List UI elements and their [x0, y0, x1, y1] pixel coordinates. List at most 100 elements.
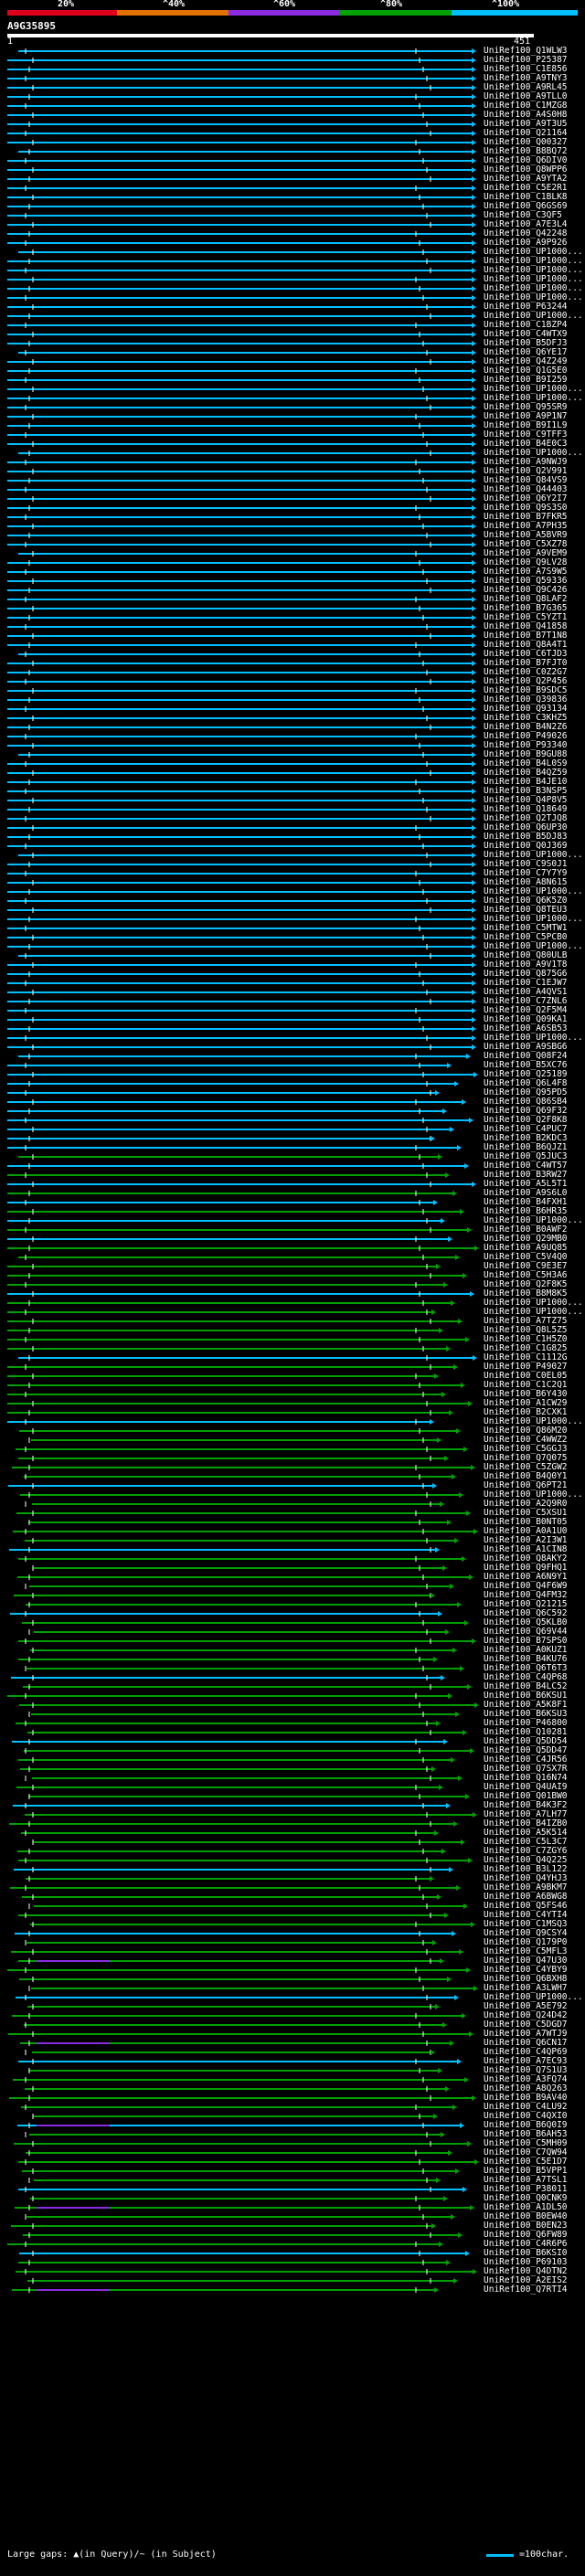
hit-label[interactable]: UniRef100_C1MZG8 [484, 101, 568, 111]
hit-label[interactable]: UniRef100_UP1000... [484, 1992, 583, 2002]
hit-label[interactable]: UniRef100_C7ZNL6 [484, 996, 568, 1006]
hit-label[interactable]: UniRef100_C5DGD7 [484, 2019, 568, 2030]
hit-label[interactable]: UniRef100_C5V4Q0 [484, 1252, 568, 1262]
hit-label[interactable]: UniRef100_A4S0H8 [484, 110, 568, 120]
hit-label[interactable]: UniRef100_A0KUZ1 [484, 1645, 568, 1655]
hit-label[interactable]: UniRef100_A7LH77 [484, 1809, 568, 1819]
hit-label[interactable]: UniRef100_A6N9Y1 [484, 1572, 568, 1582]
hit-label[interactable]: UniRef100_C4YTI4 [484, 1910, 568, 1920]
hit-label[interactable]: UniRef100_A7E3L4 [484, 219, 568, 229]
hit-label[interactable]: UniRef100_B7SPS0 [484, 1636, 568, 1646]
hit-label[interactable]: UniRef100_A2I3W1 [484, 1535, 568, 1545]
hit-label[interactable]: UniRef100_A2Q9R0 [484, 1499, 568, 1509]
hit-label[interactable]: UniRef100_C5XZ78 [484, 539, 568, 549]
hit-label[interactable]: UniRef100_B4KU76 [484, 1654, 568, 1664]
hit-label[interactable]: UniRef100_C4QP69 [484, 2047, 568, 2057]
hit-label[interactable]: UniRef100_UP1000... [484, 1307, 583, 1317]
hit-label[interactable]: UniRef100_Q25189 [484, 1069, 568, 1079]
hit-label[interactable]: UniRef100_C5YZT1 [484, 612, 568, 622]
hit-label[interactable]: UniRef100_Q6YE17 [484, 347, 568, 357]
hit-label[interactable]: UniRef100_Q21164 [484, 128, 568, 138]
hit-label[interactable]: UniRef100_A6SB53 [484, 1023, 568, 1034]
hit-label[interactable]: UniRef100_Q0J369 [484, 841, 568, 851]
hit-label[interactable]: UniRef100_Q80ULB [484, 950, 568, 960]
hit-label[interactable]: UniRef100_Q01BW0 [484, 1791, 568, 1801]
hit-label[interactable]: UniRef100_A9S6L0 [484, 1188, 568, 1198]
hit-label[interactable]: UniRef100_P38011 [484, 2184, 568, 2194]
hit-label[interactable]: UniRef100_C0Z2G7 [484, 667, 568, 677]
hit-label[interactable]: UniRef100_B5XC76 [484, 1060, 568, 1070]
hit-label[interactable]: UniRef100_C5E2R1 [484, 183, 568, 193]
hit-label[interactable]: UniRef100_A7EC93 [484, 2056, 568, 2066]
hit-label[interactable]: UniRef100_UP1000... [484, 265, 583, 275]
hit-label[interactable]: UniRef100_Q44403 [484, 484, 568, 494]
hit-label[interactable]: UniRef100_UP1000... [484, 283, 583, 293]
hit-label[interactable]: UniRef100_C9TFF3 [484, 429, 568, 440]
hit-label[interactable]: UniRef100_Q1WLW3 [484, 46, 568, 56]
hit-label[interactable]: UniRef100_Q86SB4 [484, 1097, 568, 1107]
hit-label[interactable]: UniRef100_C5L3C7 [484, 1837, 568, 1847]
hit-label[interactable]: UniRef100_Q8AKY2 [484, 1553, 568, 1564]
hit-label[interactable]: UniRef100_B9GU88 [484, 749, 568, 759]
hit-label[interactable]: UniRef100_Q2F8K8 [484, 1115, 568, 1125]
hit-label[interactable]: UniRef100_Q69F32 [484, 1106, 568, 1116]
hit-label[interactable]: UniRef100_Q6BXH8 [484, 1974, 568, 1984]
hit-label[interactable]: UniRef100_B6HR35 [484, 1206, 568, 1216]
hit-label[interactable]: UniRef100_B0AWF2 [484, 1224, 568, 1235]
hit-label[interactable]: UniRef100_A9BKM7 [484, 1882, 568, 1892]
hit-label[interactable]: UniRef100_Q08F24 [484, 1051, 568, 1061]
hit-label[interactable]: UniRef100_Q7S1U3 [484, 2065, 568, 2075]
hit-label[interactable]: UniRef100_A3LWH7 [484, 1983, 568, 1993]
hit-label[interactable]: UniRef100_Q5JUC3 [484, 1151, 568, 1161]
hit-label[interactable]: UniRef100_B9SDC5 [484, 685, 568, 695]
hit-label[interactable]: UniRef100_Q93134 [484, 704, 568, 714]
hit-label[interactable]: UniRef100_Q16N74 [484, 1773, 568, 1783]
hit-label[interactable]: UniRef100_Q6L4F8 [484, 1078, 568, 1088]
hit-label[interactable]: UniRef100_C3QF5 [484, 210, 562, 220]
hit-label[interactable]: UniRef100_Q2V991 [484, 466, 568, 476]
hit-label[interactable]: UniRef100_A5K514 [484, 1828, 568, 1838]
hit-label[interactable]: UniRef100_A8N615 [484, 877, 568, 887]
hit-label[interactable]: UniRef100_Q29MB0 [484, 1234, 568, 1244]
hit-label[interactable]: UniRef100_Q9FHQ1 [484, 1563, 568, 1573]
hit-label[interactable]: UniRef100_C1C2Q1 [484, 1380, 568, 1390]
hit-label[interactable]: UniRef100_Q0CNK9 [484, 2193, 568, 2203]
hit-label[interactable]: UniRef100_Q8TEU3 [484, 905, 568, 915]
hit-label[interactable]: UniRef100_C5E1D7 [484, 2157, 568, 2167]
hit-label[interactable]: UniRef100_Q39836 [484, 694, 568, 705]
hit-label[interactable]: UniRef100_C4WTX9 [484, 329, 568, 339]
hit-label[interactable]: UniRef100_P93340 [484, 740, 568, 750]
hit-label[interactable]: UniRef100_A7WTJ9 [484, 2029, 568, 2039]
hit-label[interactable]: UniRef100_A7TSL1 [484, 2175, 568, 2185]
hit-label[interactable]: UniRef100_Q4YHJ3 [484, 1873, 568, 1883]
hit-label[interactable]: UniRef100_A9SBG6 [484, 1042, 568, 1052]
hit-label[interactable]: UniRef100_C6TJD3 [484, 649, 568, 659]
hit-label[interactable]: UniRef100_Q2F8K5 [484, 1279, 568, 1289]
hit-label[interactable]: UniRef100_A1DL50 [484, 2202, 568, 2212]
hit-label[interactable]: UniRef100_Q95SR9 [484, 402, 568, 412]
hit-label[interactable]: UniRef100_Q8WPP6 [484, 164, 568, 175]
hit-label[interactable]: UniRef100_C4QXI0 [484, 2111, 568, 2121]
hit-label[interactable]: UniRef100_Q6CN17 [484, 2038, 568, 2048]
hit-label[interactable]: UniRef100_B3L122 [484, 1864, 568, 1874]
hit-label[interactable]: UniRef100_Q47U30 [484, 1956, 568, 1966]
hit-label[interactable]: UniRef100_A2EIS2 [484, 2275, 568, 2285]
hit-label[interactable]: UniRef100_Q24D42 [484, 2010, 568, 2020]
hit-label[interactable]: UniRef100_Q7RTI4 [484, 2284, 568, 2295]
hit-label[interactable]: UniRef100_A9NWJ9 [484, 457, 568, 467]
hit-label[interactable]: UniRef100_B4QZ59 [484, 768, 568, 778]
hit-label[interactable]: UniRef100_C4WWZ2 [484, 1435, 568, 1445]
hit-label[interactable]: UniRef100_A5K8F1 [484, 1700, 568, 1710]
hit-label[interactable]: UniRef100_B4FXH1 [484, 1197, 568, 1207]
hit-label[interactable]: UniRef100_B9I1L9 [484, 420, 568, 430]
hit-label[interactable]: UniRef100_B8M8K5 [484, 1288, 568, 1299]
hit-label[interactable]: UniRef100_C4WT57 [484, 1161, 568, 1171]
hit-label[interactable]: UniRef100_B4L0S9 [484, 758, 568, 769]
hit-label[interactable]: UniRef100_Q1G5E0 [484, 366, 568, 376]
hit-label[interactable]: UniRef100_C5GGJ3 [484, 1444, 568, 1454]
hit-label[interactable]: UniRef100_A9VEM9 [484, 548, 568, 558]
hit-label[interactable]: UniRef100_A9T3U5 [484, 119, 568, 129]
hit-label[interactable]: UniRef100_A1CIN8 [484, 1544, 568, 1554]
hit-label[interactable]: UniRef100_UP1000... [484, 393, 583, 403]
hit-label[interactable]: UniRef100_B7FJT0 [484, 658, 568, 668]
